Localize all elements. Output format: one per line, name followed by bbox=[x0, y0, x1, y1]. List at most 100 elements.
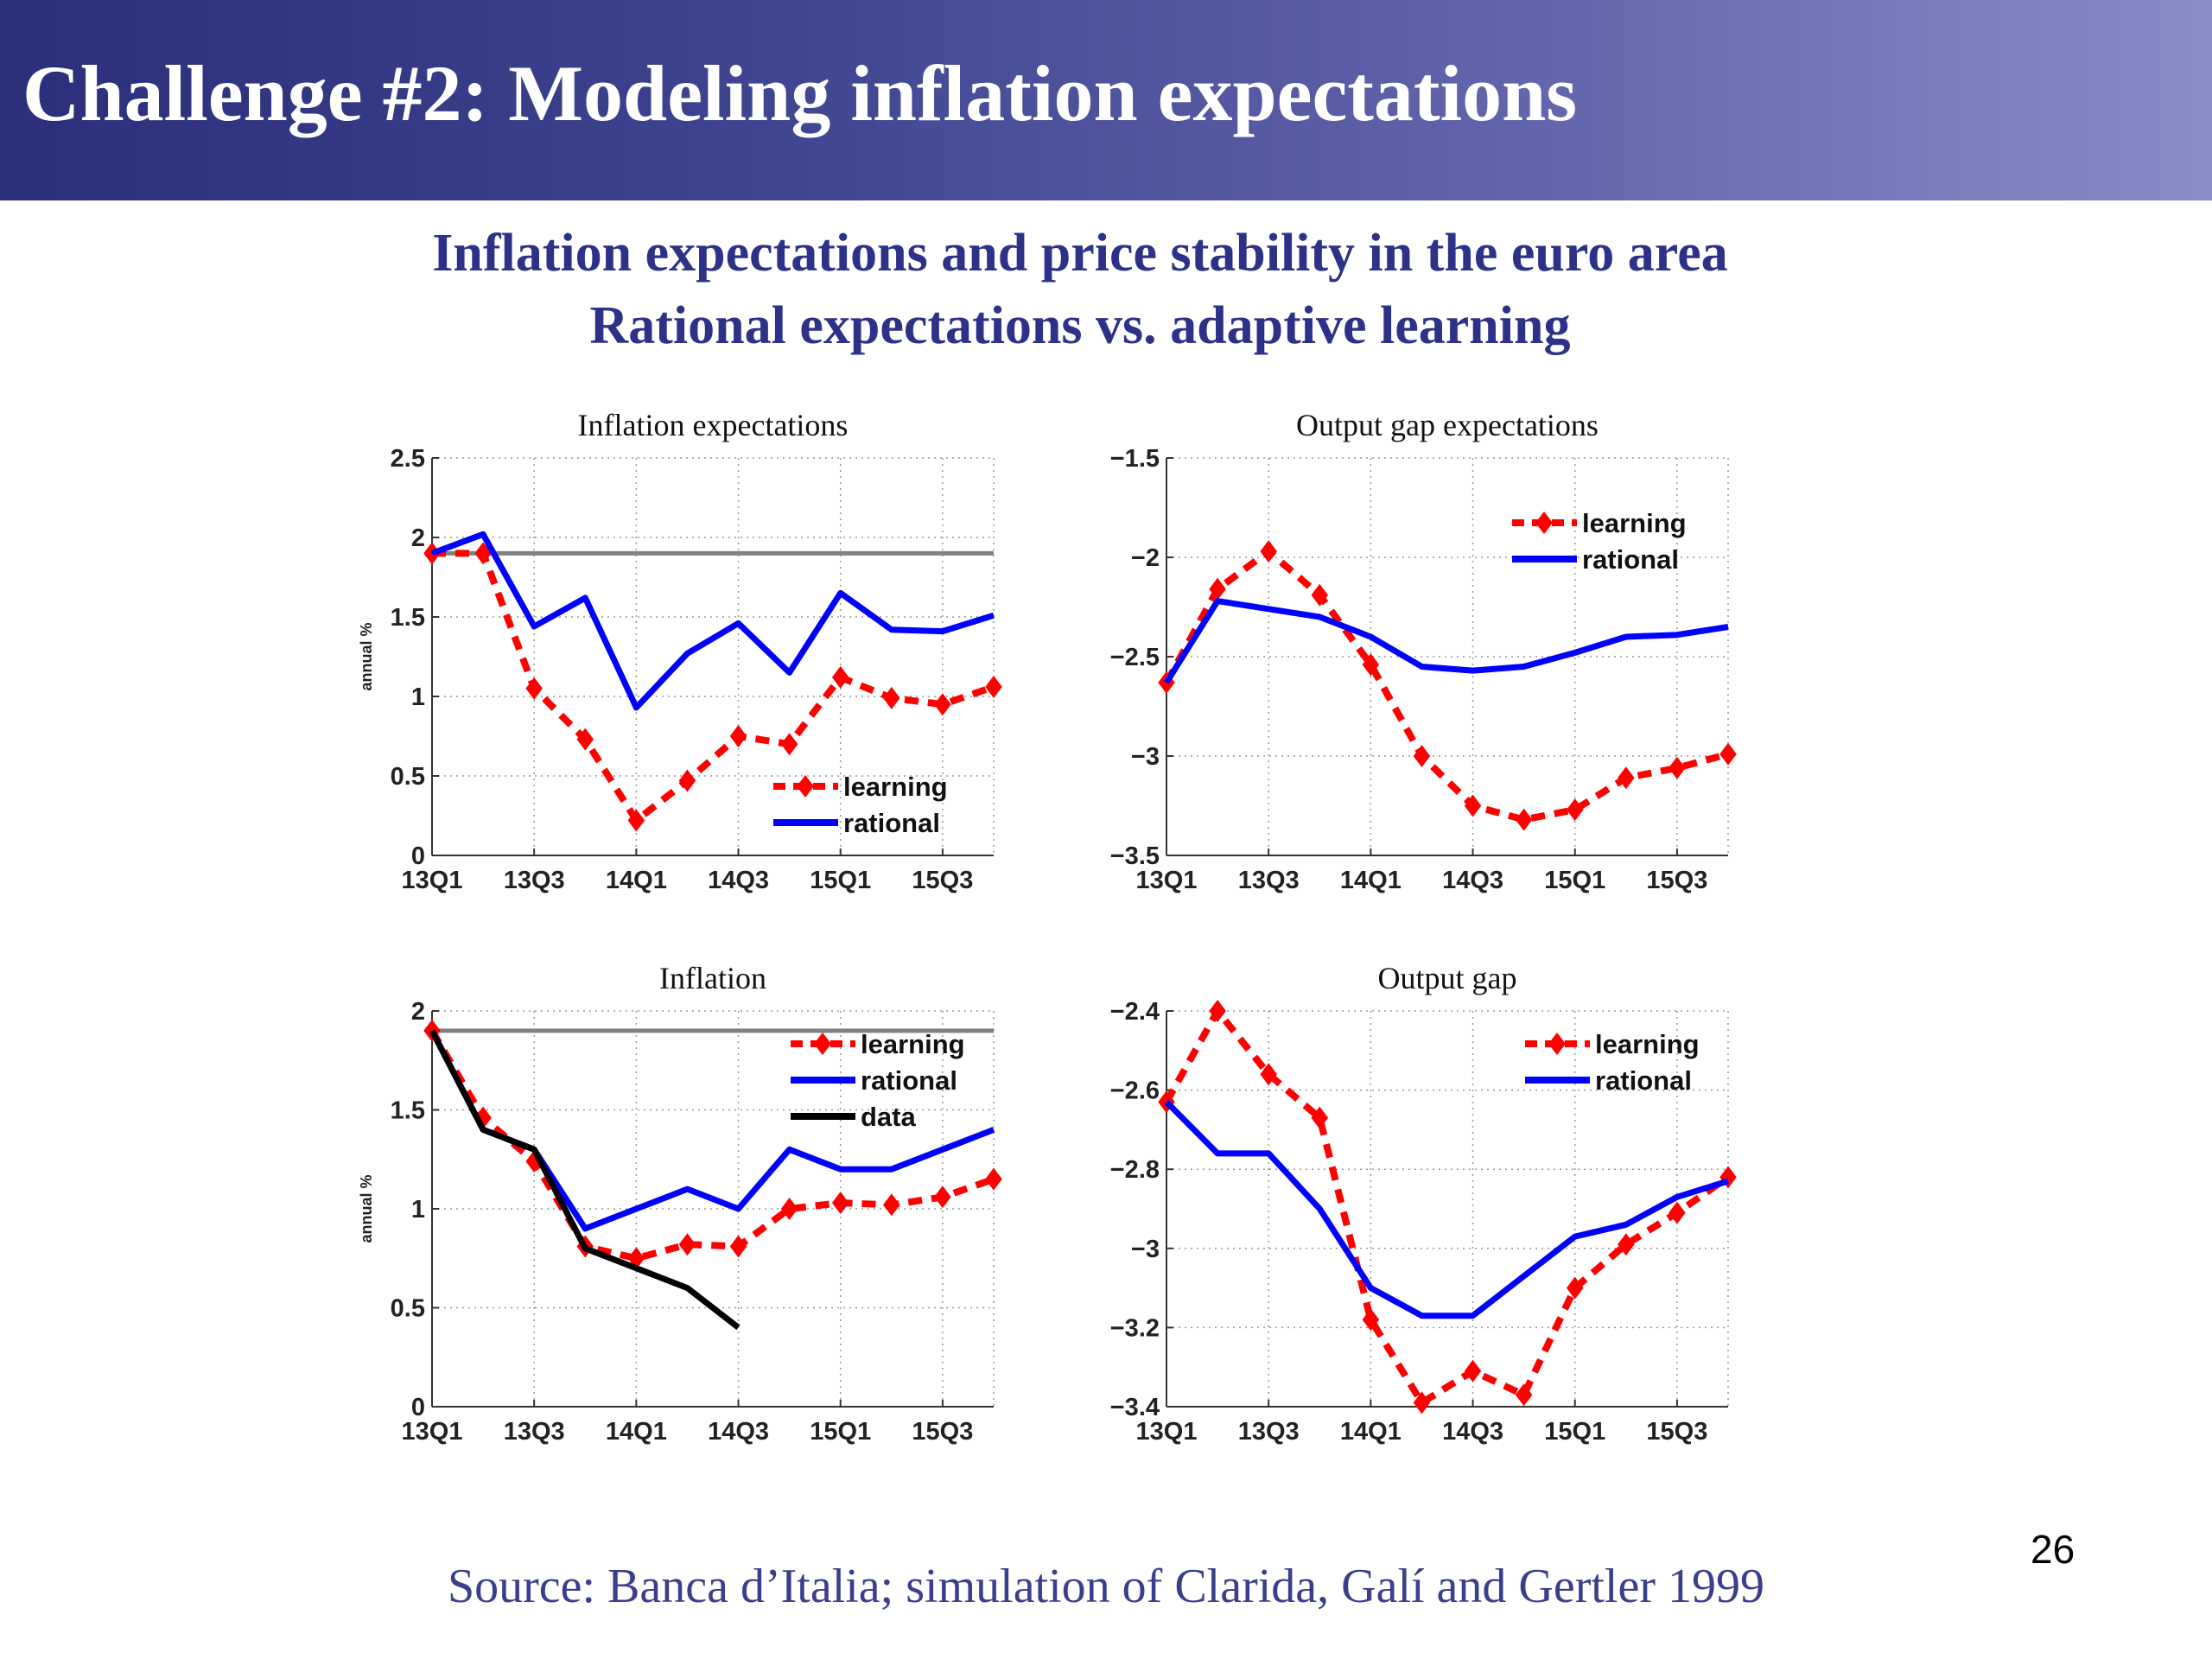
data-point-learning bbox=[780, 1198, 798, 1220]
data-point-learning bbox=[1209, 577, 1226, 601]
chart-title: Output gap expectations bbox=[1296, 408, 1599, 442]
data-point-learning bbox=[1618, 766, 1635, 790]
subtitle-line-2: Rational expectations vs. adaptive learn… bbox=[589, 296, 1571, 355]
x-tick-label: 13Q3 bbox=[1238, 1418, 1300, 1446]
data-point-learning bbox=[831, 665, 849, 689]
data-point-learning bbox=[883, 1193, 900, 1217]
y-tick-label: 0.5 bbox=[391, 1295, 425, 1323]
legend-label-learning: learning bbox=[843, 772, 948, 802]
x-tick-label: 15Q1 bbox=[810, 867, 871, 894]
x-tick-label: 14Q3 bbox=[1442, 867, 1503, 894]
x-tick-label: 15Q3 bbox=[1646, 1418, 1707, 1446]
data-point-learning bbox=[780, 733, 798, 756]
x-tick-label: 14Q3 bbox=[708, 867, 769, 894]
chart-output-gap-expectations: Output gap expectations −3.5 −3 −2.5 −2 −1.5 1… bbox=[1110, 408, 1737, 894]
y-tick-label: 2 bbox=[411, 998, 425, 1026]
chart-output-gap: Output gap −3.4 −3.2 −3 −2.8 −2.6 −2.4 13Q1 13Q3… bbox=[1110, 961, 1737, 1446]
x-tick-label: 15Q3 bbox=[1646, 867, 1707, 894]
legend-marker-learning bbox=[797, 775, 814, 798]
y-tick-label: −3.4 bbox=[1110, 1394, 1160, 1421]
y-tick-label: 1.5 bbox=[391, 604, 425, 632]
data-point-learning bbox=[1719, 742, 1737, 766]
data-point-learning bbox=[678, 769, 696, 792]
legend-label-learning: learning bbox=[1595, 1029, 1700, 1059]
legend: learning rational data bbox=[791, 1029, 965, 1132]
y-tick-label: 0 bbox=[411, 1394, 425, 1421]
legend-label-rational: rational bbox=[1582, 544, 1679, 575]
data-point-learning bbox=[576, 728, 594, 751]
series-rational bbox=[1164, 598, 1729, 684]
y-axis-label: annual % bbox=[358, 1174, 375, 1243]
x-tick-label: 13Q1 bbox=[1136, 867, 1198, 894]
chart-inflation-expectations: Inflation expectations annual % 0 0.5 1 1.5 2 2… bbox=[358, 408, 1002, 894]
x-tick-label: 13Q1 bbox=[1136, 1418, 1198, 1446]
series-learning bbox=[1158, 1000, 1737, 1414]
data-point-learning bbox=[1515, 1383, 1533, 1407]
y-tick-label: −3.5 bbox=[1110, 842, 1160, 870]
x-tick-label: 13Q1 bbox=[402, 867, 463, 894]
legend-label-learning: learning bbox=[861, 1029, 965, 1059]
series-rational bbox=[430, 531, 995, 711]
y-tick-label: −3.2 bbox=[1110, 1314, 1160, 1342]
series-learning bbox=[423, 542, 1002, 832]
data-point-learning bbox=[883, 686, 900, 709]
legend: learning rational bbox=[1512, 508, 1687, 575]
data-point-learning bbox=[474, 542, 492, 565]
series-line-learning bbox=[429, 1028, 995, 1262]
y-tick-label: −2.6 bbox=[1110, 1077, 1160, 1105]
y-tick-label: −1.5 bbox=[1110, 445, 1160, 473]
legend-label-rational: rational bbox=[861, 1065, 957, 1096]
y-tick-label: −2.5 bbox=[1110, 644, 1160, 671]
legend-marker-learning bbox=[1535, 512, 1553, 534]
data-point-learning bbox=[627, 809, 645, 832]
y-tick-label: −2.8 bbox=[1110, 1156, 1160, 1184]
data-point-learning bbox=[934, 1185, 951, 1209]
series-rational bbox=[1164, 1099, 1730, 1319]
x-tick-label: 14Q1 bbox=[606, 1418, 667, 1446]
x-tick-label: 14Q1 bbox=[1340, 1418, 1402, 1446]
x-tick-label: 14Q1 bbox=[606, 867, 667, 894]
data-point-learning bbox=[1311, 1106, 1329, 1129]
x-tick-label: 14Q1 bbox=[1340, 867, 1402, 894]
data-point-learning bbox=[1413, 745, 1431, 767]
legend-label-rational: rational bbox=[843, 808, 940, 838]
y-axis-label: annual % bbox=[358, 622, 375, 690]
y-tick-label: 2 bbox=[411, 524, 425, 552]
legend: learning rational bbox=[1525, 1029, 1700, 1096]
chart-title: Inflation bbox=[659, 961, 766, 995]
data-point-learning bbox=[985, 675, 1002, 698]
data-point-learning bbox=[1311, 583, 1329, 607]
y-tick-label: 0 bbox=[411, 842, 425, 870]
y-tick-label: −2.4 bbox=[1110, 998, 1160, 1026]
chart-inflation: Inflation annual % 0 0.5 1 1.5 2 13Q1 13Q3 14Q1 14… bbox=[358, 961, 1002, 1446]
y-tick-label: −3 bbox=[1131, 743, 1160, 771]
data-point-learning bbox=[1669, 1201, 1686, 1224]
slide-title: Challenge #2: Modeling inflation expecta… bbox=[22, 49, 1578, 137]
legend: learning rational bbox=[773, 772, 948, 838]
y-tick-label: 1 bbox=[411, 683, 425, 711]
series-learning bbox=[1158, 540, 1737, 831]
subtitle-line-1: Inflation expectations and price stabili… bbox=[432, 224, 1728, 283]
series-line-learning bbox=[432, 550, 995, 826]
data-point-learning bbox=[1260, 1063, 1277, 1086]
series-line-rational bbox=[1164, 598, 1729, 684]
x-tick-label: 13Q3 bbox=[504, 1418, 565, 1446]
legend-marker-learning bbox=[1548, 1033, 1566, 1055]
data-point-learning bbox=[1362, 653, 1380, 677]
y-tick-label: 1.5 bbox=[391, 1097, 425, 1125]
data-point-learning bbox=[729, 725, 747, 747]
x-tick-label: 15Q1 bbox=[1544, 867, 1605, 894]
series-line-rational bbox=[430, 531, 995, 711]
x-tick-label: 13Q1 bbox=[402, 1418, 463, 1446]
legend-label-learning: learning bbox=[1582, 508, 1687, 538]
y-tick-label: −2 bbox=[1131, 544, 1160, 572]
chart-title: Inflation expectations bbox=[578, 408, 849, 442]
data-point-learning bbox=[1618, 1233, 1635, 1256]
data-point-learning bbox=[1464, 794, 1482, 817]
series-data bbox=[429, 1029, 741, 1331]
page-number: 26 bbox=[2031, 1527, 2075, 1572]
y-tick-label: 2.5 bbox=[391, 445, 425, 473]
data-point-learning bbox=[678, 1233, 696, 1256]
x-tick-label: 13Q3 bbox=[1238, 867, 1300, 894]
data-point-learning bbox=[1669, 756, 1686, 779]
